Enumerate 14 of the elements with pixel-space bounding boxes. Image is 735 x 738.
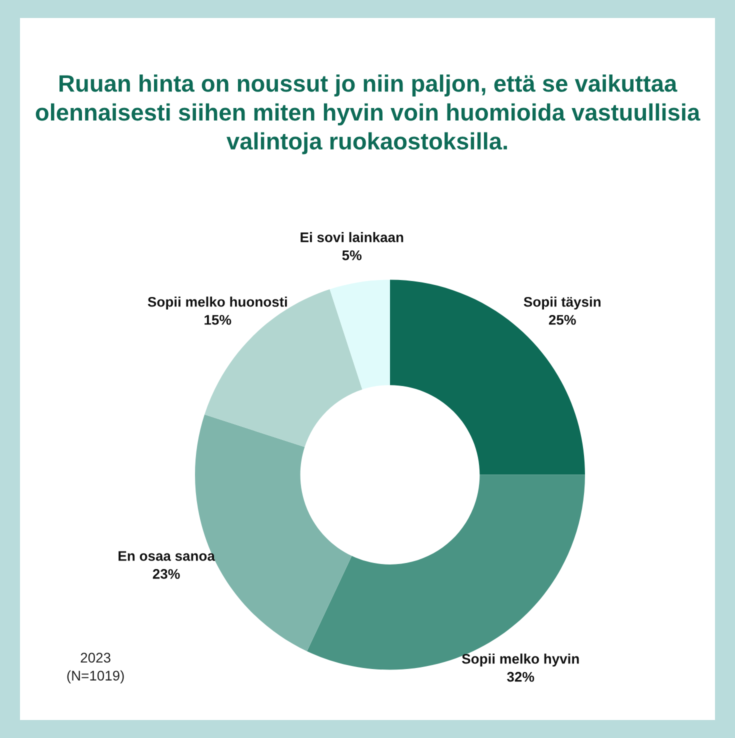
slice-label: En osaa sanoa xyxy=(118,551,216,561)
data-label: 25% xyxy=(548,314,576,325)
slice-label: Ei sovi lainkaan xyxy=(300,232,404,242)
data-label: 5% xyxy=(342,250,362,260)
slice-label: Sopii melko hyvin xyxy=(462,654,579,667)
donut-slice xyxy=(306,474,585,670)
chart-title: Ruuan hinta on noussut jo niin paljon, että se vaikuttaa olennaisesti siihen miten hyvin voin huomioida vastuullisia valintoja ruokaostoksilla. xyxy=(36,74,700,154)
data-label: 32% xyxy=(507,672,534,682)
data-label: 23% xyxy=(152,569,180,579)
text: 2023 (N=1019) xyxy=(67,652,124,684)
slice-label: Sopii melko huonosti xyxy=(148,296,287,310)
slice-label: Sopii täysin xyxy=(524,296,600,310)
donut-slice xyxy=(330,280,390,390)
data-label: 15% xyxy=(204,314,232,325)
